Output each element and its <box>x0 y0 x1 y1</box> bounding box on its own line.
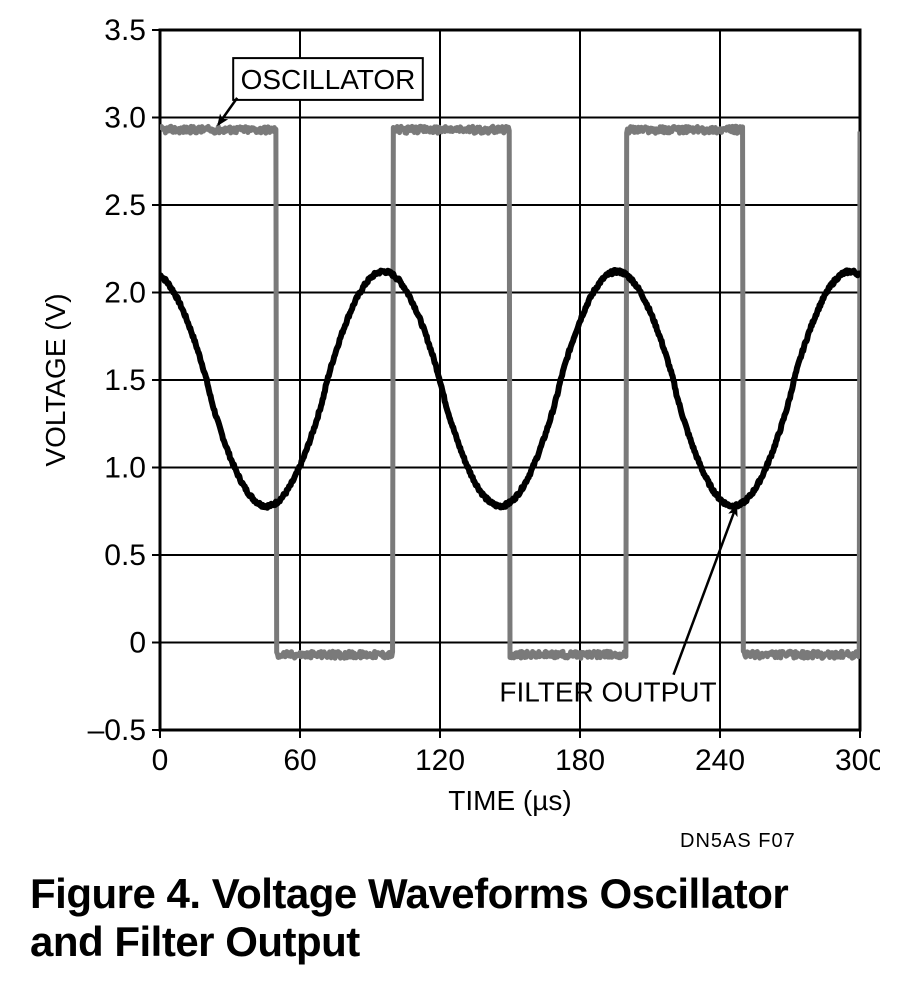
svg-text:FILTER OUTPUT: FILTER OUTPUT <box>499 676 716 707</box>
svg-text:1.5: 1.5 <box>104 364 146 397</box>
svg-text:0: 0 <box>152 744 169 777</box>
svg-text:300: 300 <box>835 744 880 777</box>
figure-id: DN5AS F07 <box>680 830 796 853</box>
svg-text:2.5: 2.5 <box>104 189 146 222</box>
svg-text:0.5: 0.5 <box>104 539 146 572</box>
svg-text:3.0: 3.0 <box>104 102 146 135</box>
svg-text:1.0: 1.0 <box>104 452 146 485</box>
svg-text:60: 60 <box>283 744 316 777</box>
svg-text:–0.5: –0.5 <box>88 714 146 747</box>
figure-caption: Figure 4. Voltage Waveforms Oscillator a… <box>30 870 870 967</box>
svg-text:0: 0 <box>129 627 146 660</box>
svg-text:2.0: 2.0 <box>104 277 146 310</box>
svg-text:120: 120 <box>415 744 465 777</box>
svg-text:OSCILLATOR: OSCILLATOR <box>241 64 416 95</box>
svg-text:3.5: 3.5 <box>104 14 146 47</box>
svg-text:180: 180 <box>555 744 605 777</box>
svg-text:VOLTAGE (V): VOLTAGE (V) <box>40 293 71 466</box>
waveform-chart: 060120180240300–0.500.51.01.52.02.53.03.… <box>20 10 880 840</box>
svg-text:TIME (µs): TIME (µs) <box>448 785 571 816</box>
svg-text:240: 240 <box>695 744 745 777</box>
page-root: 060120180240300–0.500.51.01.52.02.53.03.… <box>0 0 900 992</box>
